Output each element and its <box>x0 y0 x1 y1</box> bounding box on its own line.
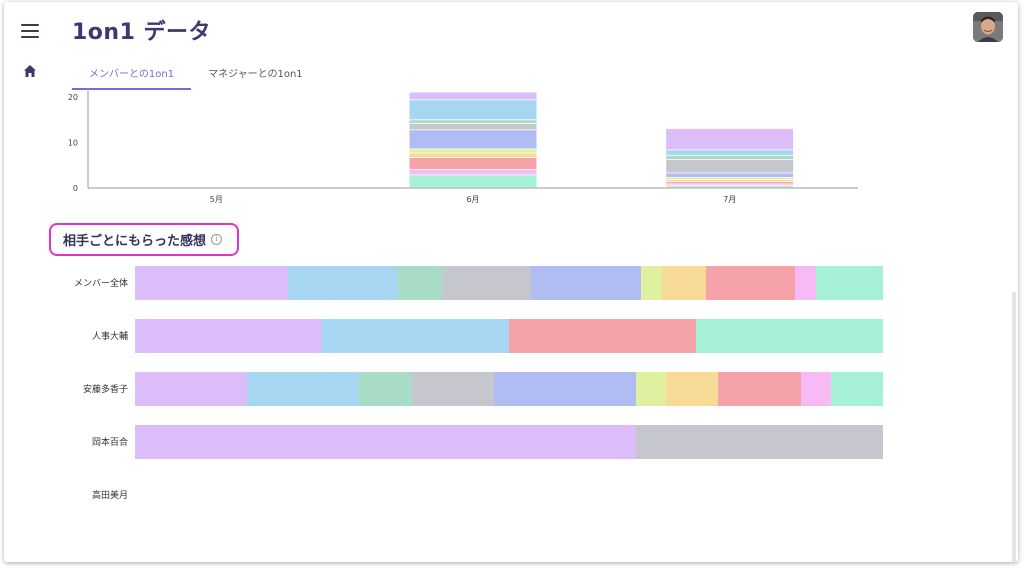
bar-segment <box>409 175 537 188</box>
person-row: 人事大輔 <box>4 319 1018 353</box>
x-tick-label: 7月 <box>723 195 736 204</box>
person-label: 安藤多香子 <box>82 385 128 395</box>
feedback-bar <box>135 478 883 512</box>
bar-segment <box>666 179 794 182</box>
feedback-segment[interactable] <box>411 372 494 406</box>
bar-segment <box>409 153 537 158</box>
hamburger-menu-icon[interactable] <box>21 24 39 38</box>
y-tick-label: 10 <box>68 139 78 148</box>
vertical-scrollbar[interactable] <box>1012 292 1016 562</box>
bar-segment <box>666 182 794 184</box>
bar-segment <box>666 128 794 150</box>
y-tick-label: 0 <box>73 184 78 193</box>
bar-segment <box>666 173 794 178</box>
feedback-segment[interactable] <box>494 372 637 406</box>
bar-segment <box>666 150 794 155</box>
person-row: 高田美月 <box>4 478 1018 512</box>
info-icon[interactable]: i <box>211 234 223 245</box>
feedback-segment[interactable] <box>442 266 531 300</box>
app-window: 1on1 データ メンバーとの1on1 マネジャーとの1on1 0 10 20 5月 6… <box>4 2 1018 562</box>
feedback-segment[interactable] <box>794 266 816 300</box>
tab-bar: メンバーとの1on1 マネジャーとの1on1 <box>72 60 320 90</box>
bar-segment <box>409 120 537 124</box>
feedback-segment[interactable] <box>322 319 509 353</box>
section-title: 相手ごとにもらった感想 <box>63 234 207 249</box>
feedback-segment[interactable] <box>636 425 883 459</box>
feedback-segment[interactable] <box>666 372 719 406</box>
feedback-segment[interactable] <box>135 425 637 459</box>
person-label: 人事大輔 <box>91 332 128 342</box>
person-label: メンバー全体 <box>73 279 128 289</box>
section-title-box: 相手ごとにもらった感想 i <box>49 223 239 256</box>
bar-segment <box>409 157 537 169</box>
feedback-segment[interactable] <box>530 266 641 300</box>
monthly-stacked-bar-chart: 0 10 20 5月 6月 7月 <box>68 88 858 204</box>
person-row: 岡本百合 <box>4 425 1018 459</box>
person-label: 岡本百合 <box>91 438 128 448</box>
feedback-segment[interactable] <box>815 266 883 300</box>
feedback-segment[interactable] <box>830 372 883 406</box>
bar-segment <box>409 92 537 100</box>
y-tick-label: 20 <box>68 93 78 102</box>
bar-segment <box>666 155 794 159</box>
bar-segment <box>409 130 537 149</box>
user-avatar[interactable] <box>973 12 1003 42</box>
bar-segment <box>666 186 794 188</box>
feedback-segment[interactable] <box>636 372 667 406</box>
feedback-segment[interactable] <box>509 319 696 353</box>
bar-segment <box>666 184 794 186</box>
tab-members-1on1[interactable]: メンバーとの1on1 <box>72 60 192 90</box>
feedback-segment[interactable] <box>661 266 707 300</box>
feedback-segment[interactable] <box>800 372 831 406</box>
bar-segment <box>666 177 794 180</box>
feedback-segment[interactable] <box>247 372 360 406</box>
feedback-bar <box>135 266 883 300</box>
page-title: 1on1 データ <box>72 20 212 45</box>
feedback-segment[interactable] <box>397 266 443 300</box>
feedback-segment[interactable] <box>706 266 795 300</box>
person-row: メンバー全体 <box>4 266 1018 300</box>
feedback-segment[interactable] <box>718 372 801 406</box>
bar-segment <box>409 169 537 175</box>
feedback-segment[interactable] <box>696 319 883 353</box>
feedback-segment[interactable] <box>135 319 322 353</box>
bar-segment <box>409 123 537 130</box>
feedback-segment[interactable] <box>135 372 248 406</box>
feedback-segment[interactable] <box>640 266 662 300</box>
tab-managers-1on1[interactable]: マネジャーとの1on1 <box>208 69 303 80</box>
person-label: 高田美月 <box>91 491 128 501</box>
feedback-bar <box>135 319 883 353</box>
person-row: 安藤多香子 <box>4 372 1018 406</box>
bar-segment <box>409 100 537 120</box>
x-tick-label: 6月 <box>466 195 479 204</box>
feedback-segment[interactable] <box>135 266 288 300</box>
feedback-bar <box>135 372 883 406</box>
feedback-segment[interactable] <box>359 372 412 406</box>
feedback-bar <box>135 425 883 459</box>
bar-segment <box>666 159 794 173</box>
feedback-segment[interactable] <box>287 266 398 300</box>
x-tick-label: 5月 <box>210 195 223 204</box>
bar-segment <box>409 149 537 153</box>
home-icon[interactable] <box>23 64 37 78</box>
